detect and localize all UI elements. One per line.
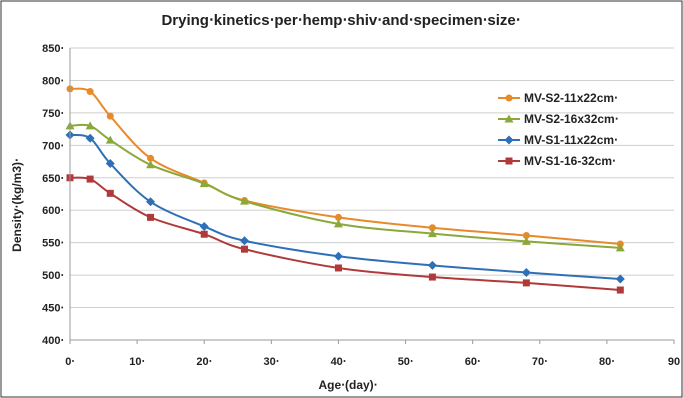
legend-item: MV-S1-11x22cm‧ (498, 133, 618, 147)
data-point (105, 159, 115, 169)
legend-label: MV-S1-16-32cm‧ (524, 154, 616, 168)
legend-label: MV-S2-16x32cm‧ (524, 112, 619, 126)
chart-title: Drying‧kinetics‧per‧hemp‧shiv‧and‧specim… (161, 12, 520, 29)
legend-item: MV-S1-16-32cm‧ (498, 154, 616, 168)
data-point (105, 135, 115, 144)
series-3 (65, 130, 625, 284)
y-tick-label: 450‧ (42, 303, 64, 315)
series-layer (65, 85, 625, 294)
data-point (240, 245, 248, 253)
data-point (239, 196, 249, 205)
data-point (334, 264, 342, 272)
data-point (521, 268, 531, 278)
x-tick-label: 50‧ (398, 356, 414, 368)
y-tick-label: 700‧ (42, 140, 64, 152)
y-tick-label: 650‧ (42, 173, 64, 185)
data-point (522, 279, 530, 287)
axes: 400‧ 450‧ 500‧ 550‧ 600‧ 650‧ 700‧ 750‧ 800‧ 850‧… (42, 43, 680, 368)
y-tick-label: 850‧ (42, 43, 64, 55)
data-point (616, 286, 624, 294)
x-axis-title: Age‧(day)‧ (319, 378, 378, 392)
grid (70, 47, 674, 341)
legend-marker (504, 114, 514, 123)
legend-label: MV-S2-11x22cm‧ (524, 91, 618, 105)
data-point (199, 221, 209, 231)
legend-item: MV-S2-11x22cm‧ (498, 91, 618, 105)
data-point (106, 189, 114, 197)
data-point (199, 179, 209, 188)
x-tick-label: 90 (668, 356, 680, 368)
data-point (147, 154, 155, 162)
data-point (427, 229, 437, 238)
data-point (333, 251, 343, 261)
y-tick-label: 800‧ (42, 75, 64, 87)
data-point (427, 260, 437, 270)
data-point (85, 133, 95, 143)
x-tick-label: 60‧ (465, 356, 481, 368)
legend-label: MV-S1-11x22cm‧ (524, 133, 618, 147)
data-point (333, 219, 343, 228)
data-point (615, 274, 625, 284)
y-tick-label: 400‧ (42, 335, 64, 347)
x-tick-label: 0‧ (65, 356, 75, 368)
x-tick-label: 10‧ (129, 356, 145, 368)
y-axis-title: Density‧(kg/m3)‧ (10, 158, 24, 252)
data-point (85, 121, 95, 130)
x-tick-label: 70‧ (532, 356, 548, 368)
x-tick-label: 20‧ (196, 356, 212, 368)
data-point (334, 213, 342, 221)
data-point (428, 273, 436, 281)
y-tick-label: 600‧ (42, 205, 64, 217)
legend-marker (504, 135, 514, 145)
data-point (147, 213, 155, 221)
legend-item: MV-S2-16x32cm‧ (498, 112, 619, 126)
legend-marker (505, 94, 513, 102)
data-point (615, 243, 625, 252)
data-point (239, 236, 249, 246)
data-point (522, 232, 530, 240)
data-point (146, 197, 156, 207)
x-tick-label: 40‧ (331, 356, 347, 368)
data-point (428, 224, 436, 232)
y-tick-label: 750‧ (42, 108, 64, 120)
data-point (146, 160, 156, 169)
data-point (86, 87, 94, 95)
data-point (521, 236, 531, 245)
legend: MV-S2-11x22cm‧ MV-S2-16x32cm‧ MV-S1-11x22c… (498, 91, 619, 168)
data-point (86, 175, 94, 183)
y-tick-label: 500‧ (42, 270, 64, 282)
data-point (106, 112, 114, 120)
y-tick-label: 550‧ (42, 238, 64, 250)
x-tick-label: 30‧ (263, 356, 279, 368)
x-tick-label: 80‧ (599, 356, 615, 368)
data-point (200, 230, 208, 238)
legend-marker (505, 157, 513, 165)
